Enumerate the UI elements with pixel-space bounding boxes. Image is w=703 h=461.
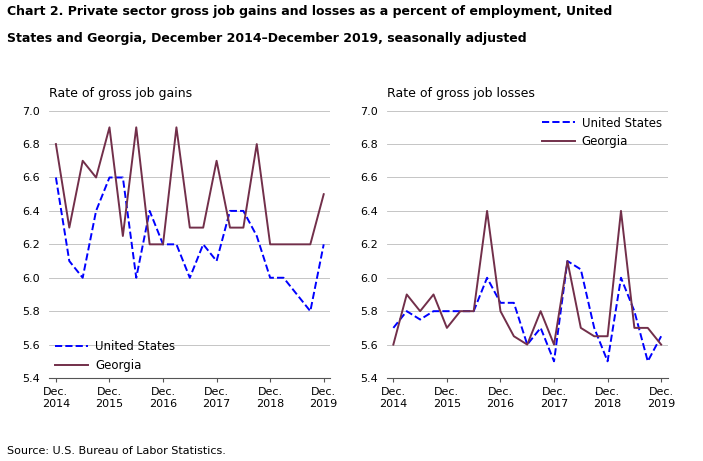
Georgia (550, 342, 558, 348)
United States (590, 325, 598, 331)
Georgia (186, 225, 194, 230)
United States (456, 308, 465, 314)
United States (146, 208, 154, 213)
Georgia (319, 191, 328, 197)
Legend: United States, Georgia: United States, Georgia (542, 117, 662, 148)
Georgia (430, 292, 438, 297)
United States (443, 308, 451, 314)
Georgia (199, 225, 207, 230)
United States (186, 275, 194, 280)
Georgia (389, 342, 398, 348)
Georgia (576, 325, 585, 331)
Georgia (563, 258, 572, 264)
United States (523, 342, 531, 348)
United States (576, 266, 585, 272)
Georgia (416, 308, 425, 314)
United States (105, 175, 114, 180)
United States (79, 275, 87, 280)
United States (630, 308, 638, 314)
Georgia (456, 308, 465, 314)
Georgia (146, 242, 154, 247)
Georgia (252, 141, 261, 147)
United States (657, 333, 665, 339)
Georgia (226, 225, 234, 230)
Georgia (630, 325, 638, 331)
United States (52, 175, 60, 180)
United States (536, 325, 545, 331)
Georgia (496, 308, 505, 314)
United States (266, 275, 274, 280)
Georgia (470, 308, 478, 314)
United States (92, 208, 101, 213)
United States (132, 275, 141, 280)
United States (319, 242, 328, 247)
United States (550, 359, 558, 364)
United States (643, 359, 652, 364)
Georgia (239, 225, 247, 230)
Line: United States: United States (56, 177, 323, 311)
United States (470, 308, 478, 314)
United States (239, 208, 247, 213)
Georgia (65, 225, 74, 230)
Text: Source: U.S. Bureau of Labor Statistics.: Source: U.S. Bureau of Labor Statistics. (7, 446, 226, 456)
Georgia (119, 233, 127, 239)
United States (617, 275, 625, 280)
Georgia (590, 333, 598, 339)
United States (389, 325, 398, 331)
Georgia (132, 124, 141, 130)
Georgia (403, 292, 411, 297)
Legend: United States, Georgia: United States, Georgia (55, 340, 175, 372)
Georgia (657, 342, 665, 348)
Georgia (617, 208, 625, 213)
Line: United States: United States (394, 261, 661, 361)
Text: States and Georgia, December 2014–December 2019, seasonally adjusted: States and Georgia, December 2014–Decemb… (7, 32, 527, 45)
United States (292, 292, 301, 297)
United States (226, 208, 234, 213)
Georgia (159, 242, 167, 247)
Georgia (536, 308, 545, 314)
United States (212, 258, 221, 264)
United States (65, 258, 74, 264)
Georgia (212, 158, 221, 164)
Georgia (306, 242, 314, 247)
Text: Rate of gross job losses: Rate of gross job losses (387, 87, 534, 100)
Georgia (523, 342, 531, 348)
Georgia (443, 325, 451, 331)
United States (483, 275, 491, 280)
United States (306, 308, 314, 314)
Line: Georgia: Georgia (394, 211, 661, 345)
United States (563, 258, 572, 264)
Georgia (172, 124, 181, 130)
Georgia (292, 242, 301, 247)
Georgia (266, 242, 274, 247)
Georgia (279, 242, 288, 247)
United States (603, 359, 612, 364)
Georgia (510, 333, 518, 339)
Georgia (92, 175, 101, 180)
Georgia (105, 124, 114, 130)
Georgia (483, 208, 491, 213)
United States (496, 300, 505, 306)
Georgia (79, 158, 87, 164)
United States (279, 275, 288, 280)
Text: Rate of gross job gains: Rate of gross job gains (49, 87, 193, 100)
United States (430, 308, 438, 314)
Georgia (603, 333, 612, 339)
United States (199, 242, 207, 247)
United States (510, 300, 518, 306)
United States (172, 242, 181, 247)
Text: Chart 2. Private sector gross job gains and losses as a percent of employment, U: Chart 2. Private sector gross job gains … (7, 5, 612, 18)
Georgia (643, 325, 652, 331)
Line: Georgia: Georgia (56, 127, 323, 244)
United States (403, 308, 411, 314)
United States (119, 175, 127, 180)
United States (416, 317, 425, 322)
United States (159, 242, 167, 247)
United States (252, 233, 261, 239)
Georgia (52, 141, 60, 147)
